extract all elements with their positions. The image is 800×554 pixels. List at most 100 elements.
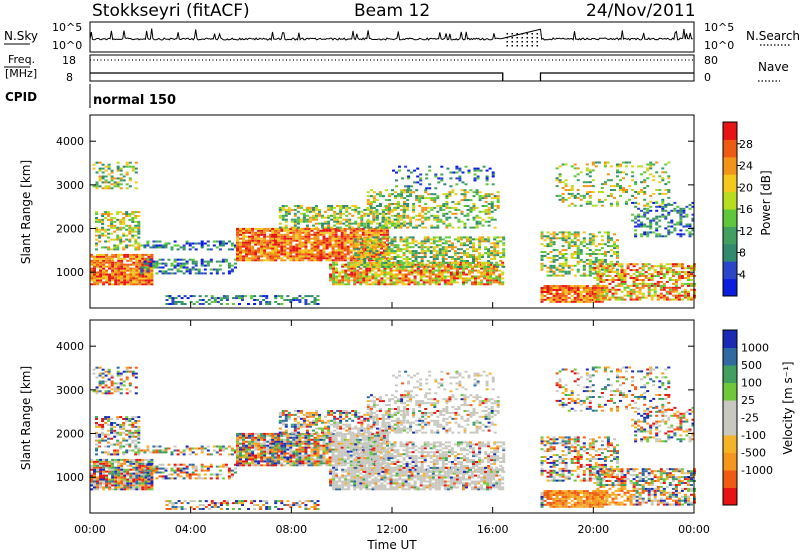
- power-cell: [369, 250, 373, 253]
- velocity-cell: [120, 474, 124, 477]
- power-cell: [347, 281, 351, 284]
- power-cell: [241, 297, 244, 300]
- power-cell: [457, 201, 461, 203]
- power-cell: [463, 214, 467, 217]
- power-cell: [236, 233, 239, 236]
- power-cell: [99, 265, 103, 268]
- power-cell: [117, 271, 121, 274]
- power-cell: [254, 237, 258, 240]
- power-cell: [245, 235, 248, 238]
- power-cell: [230, 264, 234, 267]
- power-cell: [652, 175, 656, 178]
- power-cell: [210, 301, 214, 303]
- power-cell: [582, 300, 586, 303]
- power-cell: [248, 231, 251, 234]
- power-cell: [653, 294, 657, 297]
- power-cell: [259, 303, 263, 305]
- power-cell: [96, 273, 99, 276]
- power-cell: [431, 265, 435, 268]
- power-cell: [358, 229, 362, 232]
- power-cell: [283, 245, 287, 248]
- velocity-cell: [99, 466, 103, 469]
- power-cell: [98, 220, 102, 223]
- power-cell: [331, 245, 335, 248]
- power-cell: [487, 236, 491, 239]
- power-cell: [374, 275, 378, 278]
- power-cell: [341, 275, 345, 278]
- power-cell: [307, 249, 311, 252]
- power-cell: [620, 269, 624, 272]
- power-cell: [108, 281, 112, 284]
- power-cell: [478, 256, 482, 258]
- power-cell: [280, 257, 284, 260]
- power-cell: [561, 163, 565, 166]
- power-cell: [458, 273, 462, 276]
- power-cell: [331, 251, 335, 254]
- power-cell: [129, 279, 133, 282]
- power-cell: [369, 240, 373, 243]
- power-cell: [245, 241, 248, 244]
- power-cell: [647, 292, 651, 295]
- power-cell: [391, 222, 394, 225]
- power-cell: [295, 255, 299, 258]
- power-cell: [366, 220, 370, 223]
- power-cell: [116, 238, 120, 241]
- power-cell: [552, 292, 556, 295]
- power-cell: [137, 224, 141, 227]
- power-cell: [128, 179, 132, 182]
- power-cell: [444, 250, 448, 253]
- power-cell: [355, 233, 359, 236]
- power-cell: [343, 247, 347, 250]
- power-cell: [634, 205, 638, 208]
- power-cell: [564, 183, 568, 186]
- power-cell: [674, 273, 678, 276]
- power-cell: [603, 163, 607, 166]
- power-cell: [329, 277, 333, 280]
- power-cell: [617, 284, 621, 287]
- velocity-cell: [132, 488, 136, 491]
- power-cell: [378, 195, 382, 198]
- power-cell: [561, 300, 565, 303]
- power-cell: [411, 263, 415, 266]
- power-cell: [671, 298, 675, 301]
- power-cell: [120, 271, 124, 274]
- power-cell: [546, 270, 550, 273]
- power-cell: [397, 214, 400, 217]
- power-cell: [271, 235, 275, 238]
- power-cell: [652, 217, 656, 220]
- power-cell: [137, 215, 141, 217]
- power-cell: [593, 267, 597, 270]
- power-cell: [120, 269, 124, 272]
- power-cell: [680, 275, 684, 277]
- velocity-cell: [138, 462, 142, 465]
- power-cell: [113, 238, 117, 241]
- power-cell: [558, 194, 562, 197]
- power-cell: [625, 202, 628, 205]
- power-cell: [310, 257, 314, 260]
- power-cell: [558, 292, 562, 295]
- power-cell: [289, 249, 293, 252]
- power-cell: [322, 237, 326, 240]
- power-cell: [152, 240, 156, 243]
- power-cell: [107, 224, 111, 227]
- power-cell: [277, 229, 281, 232]
- power-cell: [671, 271, 675, 274]
- power-cell: [573, 274, 577, 277]
- power-cell: [304, 249, 308, 252]
- power-cell: [493, 248, 497, 251]
- power-cell: [372, 214, 376, 217]
- power-cell: [105, 259, 109, 262]
- power-cell: [573, 204, 577, 207]
- colorbar-step: [723, 156, 737, 175]
- power-cell: [650, 273, 654, 276]
- power-cell: [463, 195, 467, 198]
- power-cell: [428, 281, 432, 284]
- power-cell: [629, 296, 633, 299]
- power-cell: [451, 206, 455, 209]
- power-cell: [346, 239, 350, 242]
- power-cell: [605, 267, 609, 270]
- power-cell: [411, 260, 415, 262]
- power-cell: [423, 240, 427, 243]
- power-cell: [382, 233, 386, 236]
- power-cell: [579, 253, 583, 255]
